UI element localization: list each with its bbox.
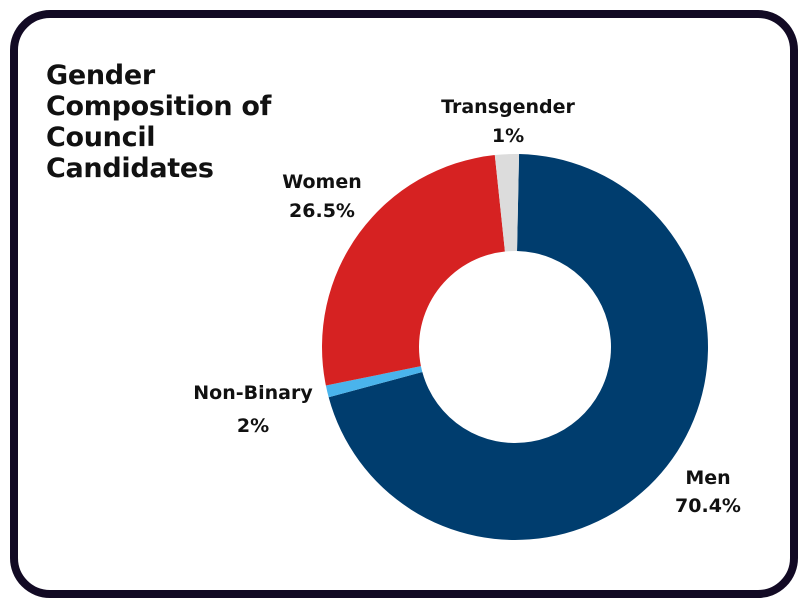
slice-men <box>328 154 708 540</box>
label-non-binary-value: 2% <box>237 415 269 437</box>
slice-labels: Men 70.4% Transgender 1% Women 26.5% Non-Binar… <box>193 96 741 517</box>
label-transgender-name: Transgender <box>441 96 575 118</box>
slice-non-binary <box>494 154 520 252</box>
label-women-name: Women <box>282 171 362 193</box>
slice-transgender <box>325 366 423 398</box>
label-transgender-value: 1% <box>492 125 524 147</box>
label-men-value: 70.4% <box>675 495 741 517</box>
label-women-value: 26.5% <box>289 200 355 222</box>
label-men-name: Men <box>685 467 730 489</box>
label-non-binary-name: Non-Binary <box>193 382 313 404</box>
slice-women <box>321 155 505 386</box>
chart-title: Gender Composition of Council Candidates <box>46 60 272 184</box>
donut-slices <box>321 154 708 540</box>
